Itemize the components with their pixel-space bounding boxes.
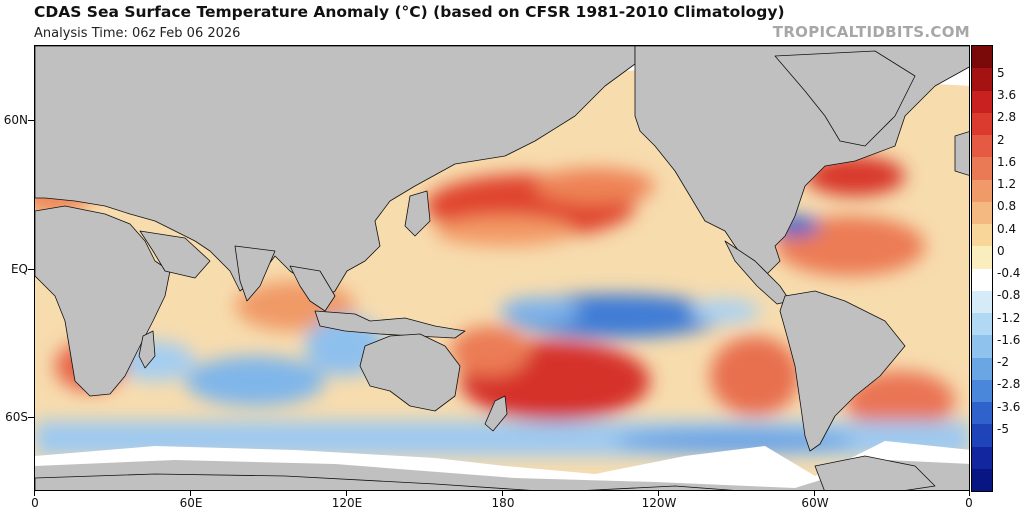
lon-tick (969, 491, 970, 496)
lon-tick (814, 491, 815, 496)
colorbar-label: 0 (997, 243, 1005, 258)
colorbar-label: 0.4 (997, 221, 1017, 236)
colorbar-label: 2 (997, 132, 1005, 147)
colorbar-swatch (972, 179, 992, 203)
colorbar-label: 3.6 (997, 88, 1017, 103)
colorbar-swatch (972, 379, 992, 403)
colorbar-label: -1.2 (997, 310, 1021, 325)
colorbar-swatch (972, 246, 992, 270)
lon-label-0-east: 0 (965, 496, 973, 510)
lat-tick (28, 269, 34, 270)
colorbar-swatch (972, 424, 992, 448)
lon-label-120e: 120E (331, 496, 363, 510)
colorbar-swatch (972, 90, 992, 114)
colorbar-label: 1.6 (997, 154, 1017, 169)
colorbar-label: -3.6 (997, 399, 1021, 414)
colorbar-swatch (972, 157, 992, 181)
colorbar-label: 1.2 (997, 177, 1017, 192)
lon-label-60w: 60W (801, 496, 829, 510)
land-masses (35, 46, 969, 490)
lat-label-60n: 60N (3, 113, 28, 127)
colorbar-label: 5 (997, 65, 1005, 80)
colorbar-swatch (972, 468, 992, 491)
lon-tick (658, 491, 659, 496)
sst-anomaly-map (34, 45, 970, 491)
map-title: CDAS Sea Surface Temperature Anomaly (°C… (34, 3, 785, 21)
colorbar-label: -2 (997, 355, 1009, 370)
colorbar-label: -1.6 (997, 332, 1021, 347)
colorbar-label: 2.8 (997, 110, 1017, 125)
colorbar-swatch (972, 313, 992, 336)
lat-label-60s: 60S (5, 410, 28, 424)
lon-tick (346, 491, 347, 496)
colorbar-swatch (972, 135, 992, 158)
lon-label-0: 0 (31, 496, 39, 510)
lon-tick (502, 491, 503, 496)
colorbar-swatch (972, 357, 992, 381)
colorbar-label: -5 (997, 421, 1009, 436)
lon-label-60e: 60E (179, 496, 203, 510)
lon-tick (34, 491, 35, 496)
lat-label-eq: EQ (10, 262, 28, 276)
colorbar-swatch (972, 68, 992, 92)
site-credit: TROPICALTIDBITS.COM (772, 23, 970, 41)
colorbar-swatch (972, 290, 992, 314)
colorbar-swatch (972, 446, 992, 470)
colorbar-swatch (972, 268, 992, 292)
colorbar-swatch (972, 46, 992, 69)
colorbar-swatch (972, 224, 992, 247)
colorbar-swatch (972, 201, 992, 225)
colorbar-swatch (972, 112, 992, 136)
colorbar-label: -0.8 (997, 288, 1021, 303)
colorbar (971, 45, 993, 492)
lon-label-120w: 120W (641, 496, 677, 510)
colorbar-label: -0.4 (997, 266, 1021, 281)
lon-tick (190, 491, 191, 496)
colorbar-swatch (972, 335, 992, 359)
lon-label-180: 180 (491, 496, 515, 510)
map-canvas (35, 46, 969, 490)
analysis-time: Analysis Time: 06z Feb 06 2026 (34, 26, 241, 41)
lat-tick (28, 120, 34, 121)
colorbar-label: 0.8 (997, 199, 1017, 214)
colorbar-label: -2.8 (997, 377, 1021, 392)
colorbar-swatch (972, 402, 992, 425)
lat-tick (28, 417, 34, 418)
